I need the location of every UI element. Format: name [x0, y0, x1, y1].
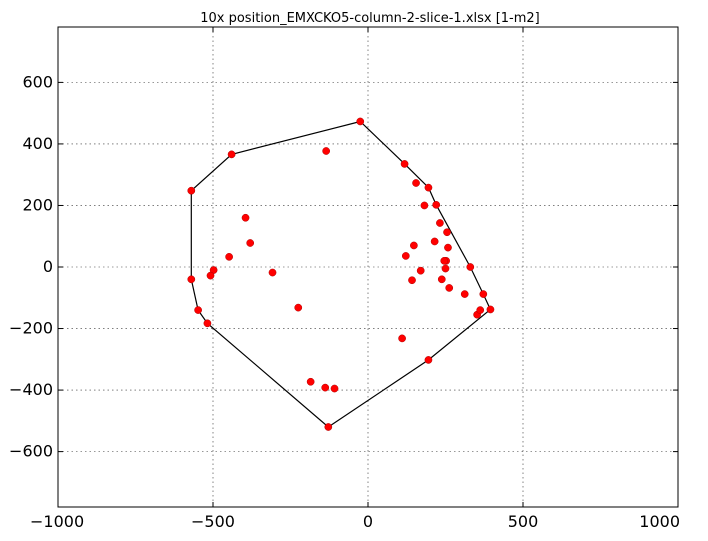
data-point [410, 241, 418, 250]
data-point [294, 303, 303, 312]
data-point [460, 290, 469, 298]
data-point [330, 384, 339, 393]
data-point [246, 239, 255, 247]
data-point [187, 275, 196, 284]
data-point [479, 290, 488, 298]
data-point [412, 179, 420, 187]
data-point [440, 256, 449, 265]
y-tick-label: 0 [43, 257, 53, 276]
data-point [430, 237, 439, 246]
data-point [437, 275, 446, 284]
y-tick-label: 200 [22, 195, 53, 214]
data-point [398, 334, 406, 343]
x-tick-label: 0 [363, 512, 373, 531]
data-point [476, 306, 485, 314]
data-point [466, 263, 475, 271]
axis-ticks [57, 27, 679, 507]
grid-lines [57, 27, 679, 507]
data-point [424, 183, 433, 192]
x-tick-label: 1000 [639, 512, 680, 531]
data-point [408, 276, 416, 285]
x-tick-label: 500 [508, 512, 539, 531]
data-point [321, 383, 330, 392]
y-tick-label: −600 [9, 442, 53, 461]
y-axis-tick-labels: −600 −400 −200 0 200 400 600 [9, 72, 53, 460]
x-tick-label: −500 [191, 512, 235, 531]
data-point [445, 284, 454, 292]
x-tick-label: −1000 [30, 512, 84, 531]
data-point [401, 252, 410, 260]
data-points [187, 117, 495, 431]
data-point [356, 117, 365, 126]
y-tick-label: 400 [22, 134, 53, 153]
data-point [432, 200, 441, 209]
data-point [206, 271, 215, 280]
hull-line [190, 120, 492, 428]
data-point [324, 423, 333, 431]
data-point [203, 319, 212, 328]
data-point [225, 252, 233, 261]
data-point [268, 268, 277, 277]
y-tick-label: −400 [9, 380, 53, 399]
data-point [486, 305, 495, 314]
chart-title: 10x position_EMXCKO5-column-2-slice-1.xl… [200, 11, 540, 26]
data-point [416, 266, 425, 275]
data-point [322, 147, 330, 155]
y-tick-label: 600 [22, 72, 53, 91]
data-point [306, 377, 315, 386]
data-point [227, 150, 236, 159]
data-point [194, 306, 202, 314]
data-point [443, 228, 451, 237]
convex-hull [190, 120, 492, 428]
data-point [400, 160, 409, 168]
data-point [241, 213, 250, 222]
x-axis-tick-labels: −1000 −500 0 500 1000 [30, 512, 680, 531]
data-point [420, 201, 429, 210]
data-point [441, 264, 450, 273]
data-point [444, 243, 452, 252]
data-point [424, 356, 433, 364]
data-point [436, 219, 444, 227]
y-tick-label: −200 [9, 319, 53, 338]
data-point [187, 186, 196, 195]
